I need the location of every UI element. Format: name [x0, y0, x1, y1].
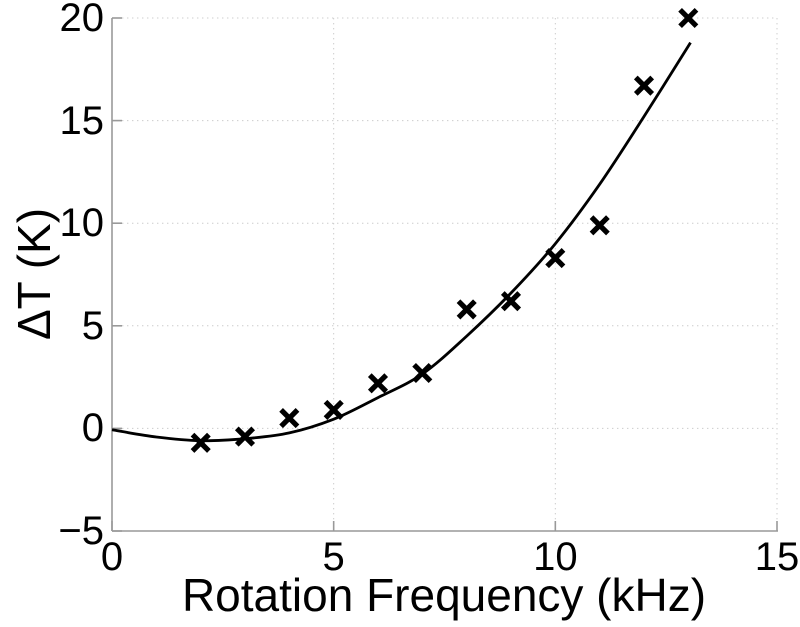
- x-tick-label: 15: [754, 535, 800, 579]
- y-tick-label: 0: [81, 406, 104, 451]
- data-point-marker: [589, 215, 610, 236]
- y-tick-label: 5: [81, 303, 104, 348]
- data-point-marker: [678, 7, 699, 29]
- data-point-marker: [279, 408, 300, 429]
- data-point-marker: [234, 426, 256, 447]
- data-point-marker: [367, 373, 389, 394]
- data-point-marker: [190, 432, 211, 453]
- x-tick-label: 0: [100, 535, 124, 579]
- y-tick-label: 10: [59, 201, 105, 246]
- data-point-markers: [190, 7, 699, 453]
- x-tick-label: 5: [322, 535, 345, 579]
- axes: [111, 17, 778, 532]
- data-point-marker: [545, 248, 566, 269]
- grid-lines: [112, 17, 778, 531]
- data-point-marker: [323, 399, 344, 420]
- y-tick-label: −5: [58, 509, 104, 553]
- data-point-marker: [412, 362, 433, 384]
- data-point-marker: [500, 291, 522, 312]
- y-tick-label: 20: [59, 0, 105, 40]
- x-tick-label: 10: [533, 535, 578, 579]
- fit-curve-path: [111, 41, 692, 443]
- data-point-marker: [456, 299, 477, 320]
- fit-curve: [111, 41, 692, 443]
- data-point-marker: [633, 75, 655, 96]
- x-axis-label: Rotation Frequency (kHz): [181, 569, 707, 621]
- y-tick-label: 15: [59, 98, 105, 143]
- y-axis-label: ΔT (K): [8, 207, 60, 341]
